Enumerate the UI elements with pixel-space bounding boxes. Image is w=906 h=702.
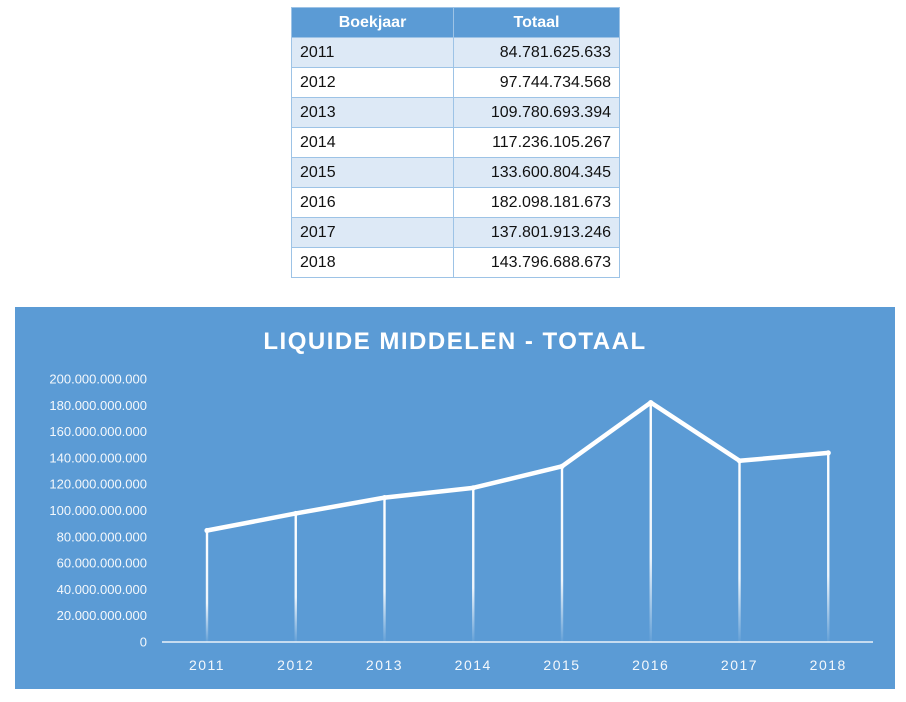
drop-line [205,530,209,642]
y-tick-label: 140.000.000.000 [49,450,147,465]
data-points [204,399,831,534]
table-row: 2017 137.801.913.246 [291,217,620,248]
table-row: 2013 109.780.693.394 [291,97,620,128]
table-row: 2012 97.744.734.568 [291,67,620,98]
data-point [293,510,299,517]
y-tick-label: 100.000.000.000 [49,503,147,518]
drop-lines [205,402,830,642]
chart-title: LIQUIDE MIDDELEN - TOTAAL [263,328,646,355]
table-header-row: Boekjaar Totaal [291,7,620,38]
x-tick-label: 2014 [455,657,492,673]
total-cell: 109.780.693.394 [453,97,620,128]
header-totaal: Totaal [453,7,620,38]
drop-line [827,452,830,642]
x-tick-label: 2011 [189,657,225,673]
drop-line [472,487,475,642]
total-cell: 143.796.688.673 [453,247,620,278]
data-point [470,485,476,491]
table-row: 2018 143.796.688.673 [291,247,620,278]
chart-panel: LIQUIDE MIDDELEN - TOTAAL 0 20.000.000.00… [15,307,895,689]
y-axis-ticks: 0 20.000.000.000 40.000.000.000 60.000.000.… [49,372,147,650]
table-row: 2014 117.236.105.267 [291,127,620,158]
year-cell: 2015 [291,157,454,188]
year-cell: 2016 [291,187,454,218]
totals-table: Boekjaar Totaal 2011 84.781.625.633 2012… [291,7,620,278]
x-axis-ticks: 2011 2012 2013 2014 2015 2016 2017 2018 [189,657,847,673]
data-point [204,527,210,534]
y-tick-label: 180.000.000.000 [49,398,147,413]
total-cell: 97.744.734.568 [453,67,620,98]
drop-line [560,466,564,642]
y-tick-label: 80.000.000.000 [57,529,147,544]
y-tick-label: 160.000.000.000 [49,424,147,439]
total-cell: 182.098.181.673 [453,187,620,218]
data-point [736,458,743,464]
year-cell: 2012 [291,67,454,98]
header-boekjaar: Boekjaar [291,7,454,38]
y-tick-label: 120.000.000.000 [49,477,147,492]
total-cell: 133.600.804.345 [453,157,620,188]
x-tick-label: 2012 [277,657,314,673]
drop-line [649,402,652,642]
total-cell: 117.236.105.267 [453,127,620,158]
table-row: 2016 182.098.181.673 [291,187,620,218]
year-cell: 2013 [291,97,454,128]
year-cell: 2014 [291,127,454,158]
y-tick-label: 200.000.000.000 [49,372,147,387]
y-tick-label: 20.000.000.000 [57,608,147,623]
line-chart: LIQUIDE MIDDELEN - TOTAAL 0 20.000.000.00… [49,328,873,673]
x-tick-label: 2017 [721,657,758,673]
year-cell: 2017 [291,217,454,248]
x-tick-label: 2015 [543,657,580,673]
total-cell: 84.781.625.633 [453,37,620,68]
series-line [204,400,831,533]
year-cell: 2018 [291,247,454,278]
data-point [825,450,831,456]
y-tick-label: 0 [140,635,147,650]
table-row: 2011 84.781.625.633 [291,37,620,68]
drop-line [383,497,386,642]
data-point [648,399,654,406]
total-cell: 137.801.913.246 [453,217,620,248]
y-tick-label: 60.000.000.000 [57,556,147,571]
x-tick-label: 2013 [366,657,403,673]
data-point [559,463,565,469]
x-tick-label: 2016 [632,657,669,673]
table-row: 2015 133.600.804.345 [291,157,620,188]
y-tick-label: 40.000.000.000 [57,582,147,597]
data-point [381,495,388,501]
x-tick-label: 2018 [810,657,847,673]
drop-line [738,460,741,642]
drop-line [294,513,297,642]
year-cell: 2011 [291,37,454,68]
